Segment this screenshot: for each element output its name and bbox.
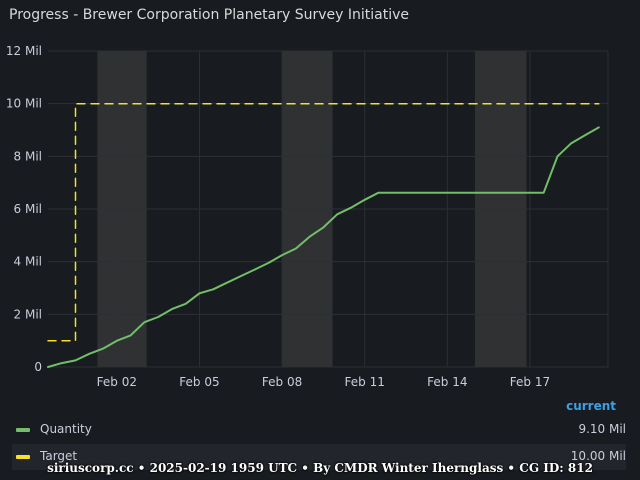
y-tick-label: 0 — [34, 360, 42, 374]
y-tick-label: 6 Mil — [14, 202, 42, 216]
x-tick-label: Feb 17 — [510, 375, 550, 389]
x-tick-label: Feb 11 — [345, 375, 385, 389]
series-line-quantity — [47, 126, 600, 368]
y-tick-label: 12 Mil — [6, 44, 42, 58]
y-tick-label: 10 Mil — [6, 97, 42, 111]
x-tick-label: Feb 05 — [179, 375, 219, 389]
legend-swatch-target — [16, 455, 30, 459]
footer-credit: siriuscorp.cc • 2025-02-19 1959 UTC • By… — [47, 461, 593, 475]
chart: 0 2 Mil 4 Mil 6 Mil 8 Mil 10 Mil 12 Mil Feb 02… — [6, 44, 609, 389]
legend-item-quantity[interactable]: Quantity 9.10 Mil — [12, 417, 626, 443]
y-axis-ticks: 0 2 Mil 4 Mil 6 Mil 8 Mil 10 Mil 12 Mil — [6, 44, 42, 374]
legend-item-target[interactable]: Target 10.00 Mil — [12, 444, 626, 470]
legend-value-quantity: 9.10 Mil — [578, 422, 626, 436]
legend-label-quantity: Quantity — [40, 422, 92, 436]
panel-title: Progress - Brewer Corporation Planetary … — [9, 7, 410, 23]
y-tick-label: 2 Mil — [14, 307, 42, 321]
legend-swatch-quantity — [16, 428, 30, 432]
y-tick-label: 4 Mil — [14, 255, 42, 269]
legend-current-header: current — [566, 399, 616, 413]
y-tick-label: 8 Mil — [14, 149, 42, 163]
x-tick-label: Feb 14 — [427, 375, 467, 389]
x-axis-ticks: Feb 02 Feb 05 Feb 08 Feb 11 Feb 14 Feb 17 — [97, 375, 550, 389]
legend-value-target: 10.00 Mil — [570, 449, 626, 463]
series-line-target — [47, 102, 600, 342]
x-tick-label: Feb 08 — [262, 375, 302, 389]
x-tick-label: Feb 02 — [97, 375, 137, 389]
legend-label-target: Target — [40, 449, 78, 463]
series-lines — [47, 102, 600, 368]
